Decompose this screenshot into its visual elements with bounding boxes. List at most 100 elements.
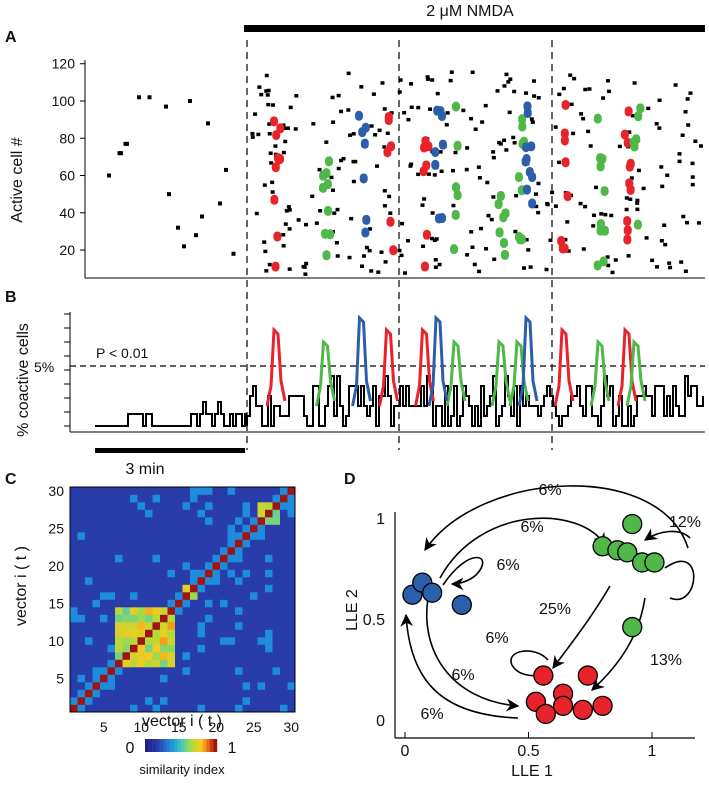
heatmap-cell <box>175 674 183 683</box>
heatmap-cell <box>212 682 221 690</box>
nmda-spike <box>491 155 496 160</box>
nmda-spike <box>264 269 269 273</box>
heatmap-cell <box>197 502 206 510</box>
red-cluster-point <box>592 695 613 717</box>
c-ytick-label: 15 <box>48 595 64 611</box>
nmda-spike <box>624 207 629 212</box>
heatmap-cell <box>130 682 138 690</box>
heatmap-cell <box>250 554 258 563</box>
heatmap-cell <box>137 584 146 593</box>
nmda-spike <box>409 82 414 86</box>
heatmap-cell <box>145 689 153 698</box>
nmda-spike <box>679 260 684 264</box>
nmda-spike <box>351 159 356 164</box>
heatmap-cell <box>182 592 191 600</box>
heatmap-cell <box>152 629 161 638</box>
green-ensemble-spike <box>634 111 643 122</box>
red-ensemble-spike <box>557 235 566 246</box>
heatmap-cell <box>235 689 243 698</box>
nmda-spike <box>282 126 287 131</box>
nmda-spike <box>521 266 526 270</box>
heatmap-cell <box>280 689 288 698</box>
heatmap-cell <box>272 509 281 518</box>
heatmap-cell <box>122 532 131 540</box>
arrow-green-self-body <box>664 560 695 601</box>
heatmap-cell <box>212 562 221 570</box>
heatmap-cell <box>167 629 176 638</box>
arrow-green-to-red <box>552 585 611 670</box>
heatmap-cell <box>265 562 273 570</box>
nmda-spike <box>449 70 454 74</box>
heatmap-cell <box>242 487 251 495</box>
heatmap-cell <box>77 562 86 570</box>
heatmap-cell <box>137 644 146 653</box>
heatmap-cell <box>242 689 251 698</box>
heatmap-cell <box>212 517 221 525</box>
scale-bar <box>95 448 245 453</box>
heatmap-cell <box>100 509 108 518</box>
colorbar-step <box>163 739 167 752</box>
heatmap-cell <box>235 682 243 690</box>
heatmap-cell <box>160 502 168 510</box>
heatmap-cell <box>265 682 273 690</box>
nmda-spike <box>253 112 258 116</box>
heatmap-cell <box>160 704 168 713</box>
heatmap-cell <box>107 502 116 510</box>
heatmap-cell <box>175 494 183 503</box>
heatmap-cell <box>272 682 281 690</box>
heatmap-cell <box>85 494 93 503</box>
nmda-spike <box>256 132 261 137</box>
heatmap-cell <box>212 554 221 563</box>
heatmap-cell <box>257 554 266 563</box>
heatmap-cell <box>115 547 123 555</box>
nmda-spike <box>266 88 271 93</box>
blue-ensemble-spike <box>528 172 537 183</box>
heatmap-cell <box>70 697 78 705</box>
heatmap-cell <box>287 644 296 653</box>
heatmap-cell <box>70 487 78 495</box>
heatmap-cell <box>197 599 206 608</box>
heatmap-cell <box>250 502 258 510</box>
nmda-spike <box>483 103 488 108</box>
heatmap-cell <box>175 637 183 645</box>
heatmap-cell <box>190 637 198 645</box>
heatmap-cell <box>227 667 236 675</box>
heatmap-cell <box>205 539 213 548</box>
heatmap-cell <box>250 509 258 518</box>
heatmap-cell <box>227 532 236 540</box>
heatmap-cell <box>137 689 146 698</box>
nmda-spike <box>335 207 340 212</box>
heatmap-cell <box>235 614 243 623</box>
red-ensemble-spike <box>421 136 430 147</box>
heatmap-cell <box>160 674 168 683</box>
nmda-spike <box>283 139 288 144</box>
heatmap-cell <box>130 547 138 555</box>
heatmap-cell <box>152 584 161 593</box>
heatmap-cell <box>272 674 281 683</box>
heatmap-cell <box>122 697 131 705</box>
heatmap-cell <box>70 509 78 518</box>
nmda-spike <box>469 116 474 121</box>
nmda-spike <box>571 131 576 136</box>
nmda-spike <box>421 244 426 249</box>
label-green-self: 12% <box>669 514 701 531</box>
blue-ensemble-spike <box>354 110 363 121</box>
heatmap-cell <box>107 629 116 638</box>
heatmap-cell <box>152 697 161 705</box>
heatmap-cell <box>190 569 198 578</box>
heatmap-cell <box>242 622 251 630</box>
heatmap-cell <box>242 502 251 510</box>
colorbar-step <box>184 739 189 752</box>
baseline-spike <box>194 233 198 238</box>
heatmap-cell <box>190 487 198 495</box>
heatmap-cell <box>70 622 78 630</box>
nmda-spike <box>514 193 519 198</box>
heatmap-cell <box>182 614 191 623</box>
heatmap-cell <box>167 697 176 705</box>
heatmap-cell <box>250 562 258 570</box>
red-ensemble-spike <box>563 191 572 202</box>
heatmap-cell <box>175 652 183 660</box>
colorbar-step <box>206 739 210 752</box>
heatmap-cell <box>205 547 213 555</box>
heatmap-cell <box>242 614 251 623</box>
